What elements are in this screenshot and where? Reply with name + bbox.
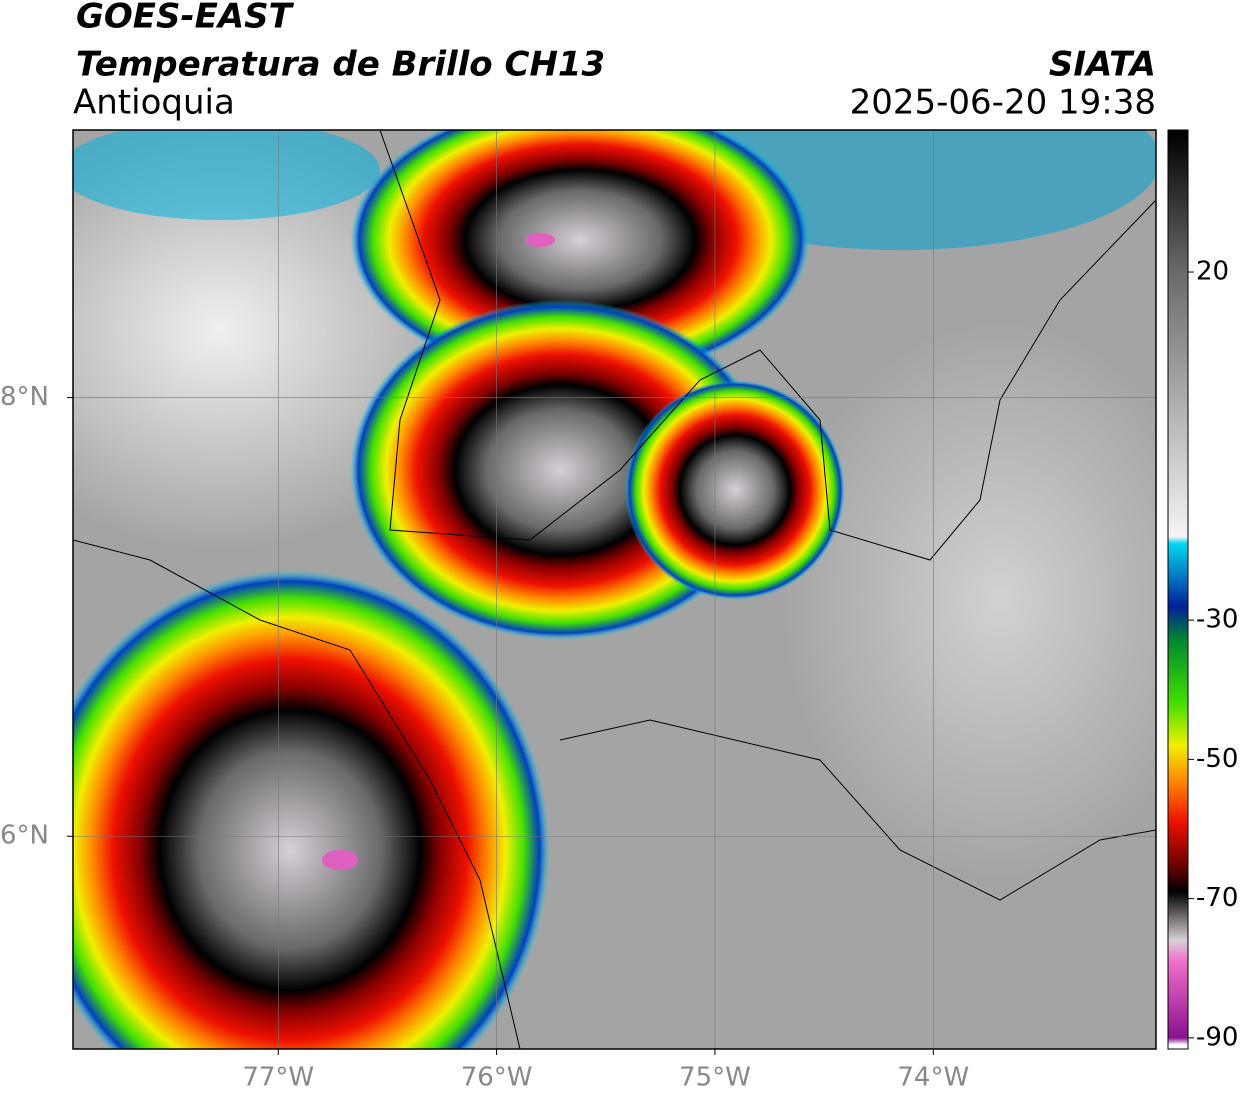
- timestamp: 2025-06-20 19:38: [850, 83, 1156, 123]
- grid: [73, 130, 1156, 1049]
- colorbar-tick-label: -30: [1196, 605, 1238, 635]
- colorbar-tick-label: -50: [1196, 744, 1238, 774]
- x-tick-label: 74°W: [897, 1063, 969, 1093]
- colorbar: [1167, 129, 1189, 1050]
- y-tick-label: 6°N: [0, 821, 49, 851]
- y-tick-label: 8°N: [0, 382, 49, 412]
- region: Antioquia: [73, 83, 235, 123]
- source: SIATA: [1049, 45, 1156, 85]
- colorbar-tick-label: -70: [1196, 883, 1238, 913]
- colorbar-tick-label: -90: [1196, 1022, 1238, 1052]
- imagery: [73, 130, 1156, 1049]
- title: GOES-EAST: [76, 0, 295, 37]
- x-tick-label: 76°W: [461, 1063, 533, 1093]
- subtitle: Temperatura de Brillo CH13: [76, 45, 605, 85]
- x-tick-label: 75°W: [679, 1063, 751, 1093]
- colorbar-tick-label: 20: [1196, 257, 1229, 287]
- plot-frame: [72, 129, 1157, 1050]
- x-tick-label: 77°W: [242, 1063, 314, 1093]
